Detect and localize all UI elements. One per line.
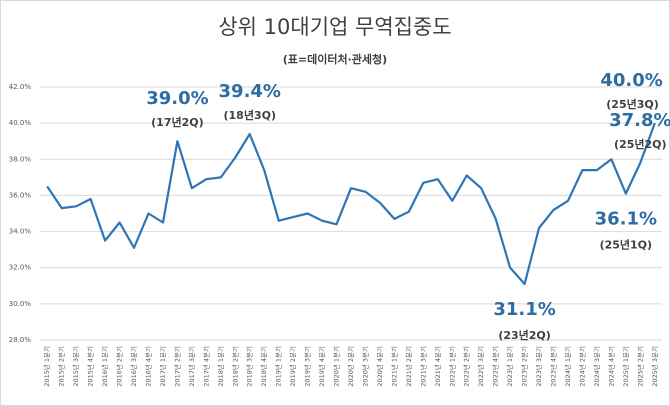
data-line [46, 122, 656, 286]
x-tick-label: 2021년 4분기 [433, 346, 442, 387]
x-tick-label: 2024년 4분기 [606, 346, 615, 387]
x-tick-label: 2020년 3분기 [360, 346, 369, 387]
value-sublabel: (18년3Q) [223, 108, 276, 122]
x-tick-label: 2024년 1분기 [563, 346, 572, 387]
y-tick-label: 36.0% [9, 191, 32, 199]
x-tick-label: 2016년 2분기 [115, 346, 124, 387]
x-tick-label: 2020년 1분기 [332, 346, 341, 387]
x-tick-label: 2025년 2분기 [635, 346, 644, 387]
x-tick-label: 2023년 2분기 [520, 346, 529, 387]
x-tick-label: 2020년 4분기 [375, 346, 384, 387]
x-tick-label: 2017년 3분기 [187, 346, 196, 387]
x-tick-label: 2020년 2분기 [346, 346, 355, 387]
value-label: 39.0% [146, 88, 208, 109]
x-tick-label: 2019년 3분기 [303, 346, 312, 387]
chart-subtitle: (표=데이터처·관세청) [283, 52, 387, 66]
y-tick-label: 30.0% [9, 300, 32, 308]
x-tick-label: 2022년 1분기 [447, 346, 456, 387]
x-tick-label: 2023년 1분기 [505, 346, 514, 387]
x-tick-label: 2025년 3분기 [650, 346, 659, 387]
x-tick-label: 2023년 3분기 [534, 346, 543, 387]
x-tick-label: 2024년 3분기 [592, 346, 601, 387]
x-tick-label: 2015년 2분기 [57, 346, 66, 387]
x-tick-label: 2022년 2분기 [462, 346, 471, 387]
x-tick-label: 2018년 1분기 [216, 346, 225, 387]
value-sublabel: (23년2Q) [498, 328, 551, 342]
x-tick-label: 2019년 4분기 [317, 346, 326, 387]
y-tick-label: 28.0% [9, 336, 32, 344]
y-tick-label: 34.0% [9, 228, 32, 236]
x-tick-label: 2018년 4분기 [259, 346, 268, 387]
value-label: 40.0% [600, 70, 662, 91]
value-label: 39.4% [219, 81, 281, 102]
x-tick-label: 2023년 4분기 [549, 346, 558, 387]
x-tick-label: 2024년 2분기 [577, 346, 586, 387]
x-tick-label: 2015년 3분기 [71, 346, 80, 387]
x-tick-label: 2019년 2분기 [288, 346, 297, 387]
y-tick-label: 40.0% [9, 119, 32, 127]
x-tick-label: 2025년 1분기 [621, 346, 630, 387]
x-tick-label: 2018년 2분기 [230, 346, 239, 387]
x-tick-label: 2021년 3분기 [418, 346, 427, 387]
x-tick-label: 2018년 3분기 [245, 346, 254, 387]
value-sublabel: (25년1Q) [600, 238, 653, 252]
value-sublabel: (25년3Q) [606, 97, 659, 111]
x-tick-label: 2022년 3분기 [476, 346, 485, 387]
y-tick-label: 38.0% [9, 155, 32, 163]
x-tick-label: 2021년 2분기 [404, 346, 413, 387]
x-tick-label: 2022년 4분기 [491, 346, 500, 387]
y-tick-label: 32.0% [9, 264, 32, 272]
x-tick-label: 2016년 4분기 [143, 346, 152, 387]
x-tick-label: 2015년 1분기 [42, 346, 51, 387]
value-label: 31.1% [493, 299, 555, 320]
chart-title: 상위 10대기업 무역집중도 [218, 15, 451, 39]
x-tick-label: 2017년 4분기 [201, 346, 210, 387]
x-tick-label: 2015년 4분기 [86, 346, 95, 387]
value-sublabel: (25년2Q) [614, 137, 667, 151]
x-tick-label: 2017년 2분기 [172, 346, 181, 387]
value-label: 37.8% [609, 110, 670, 131]
x-tick-label: 2017년 1분기 [158, 346, 167, 387]
x-tick-label: 2021년 1분기 [389, 346, 398, 387]
value-label: 36.1% [595, 209, 657, 230]
x-tick-label: 2016년 3분기 [129, 346, 138, 387]
y-tick-label: 42.0% [9, 83, 32, 91]
x-tick-label: 2016년 1분기 [100, 346, 109, 387]
value-sublabel: (17년2Q) [151, 115, 204, 129]
x-tick-label: 2019년 1분기 [274, 346, 283, 387]
